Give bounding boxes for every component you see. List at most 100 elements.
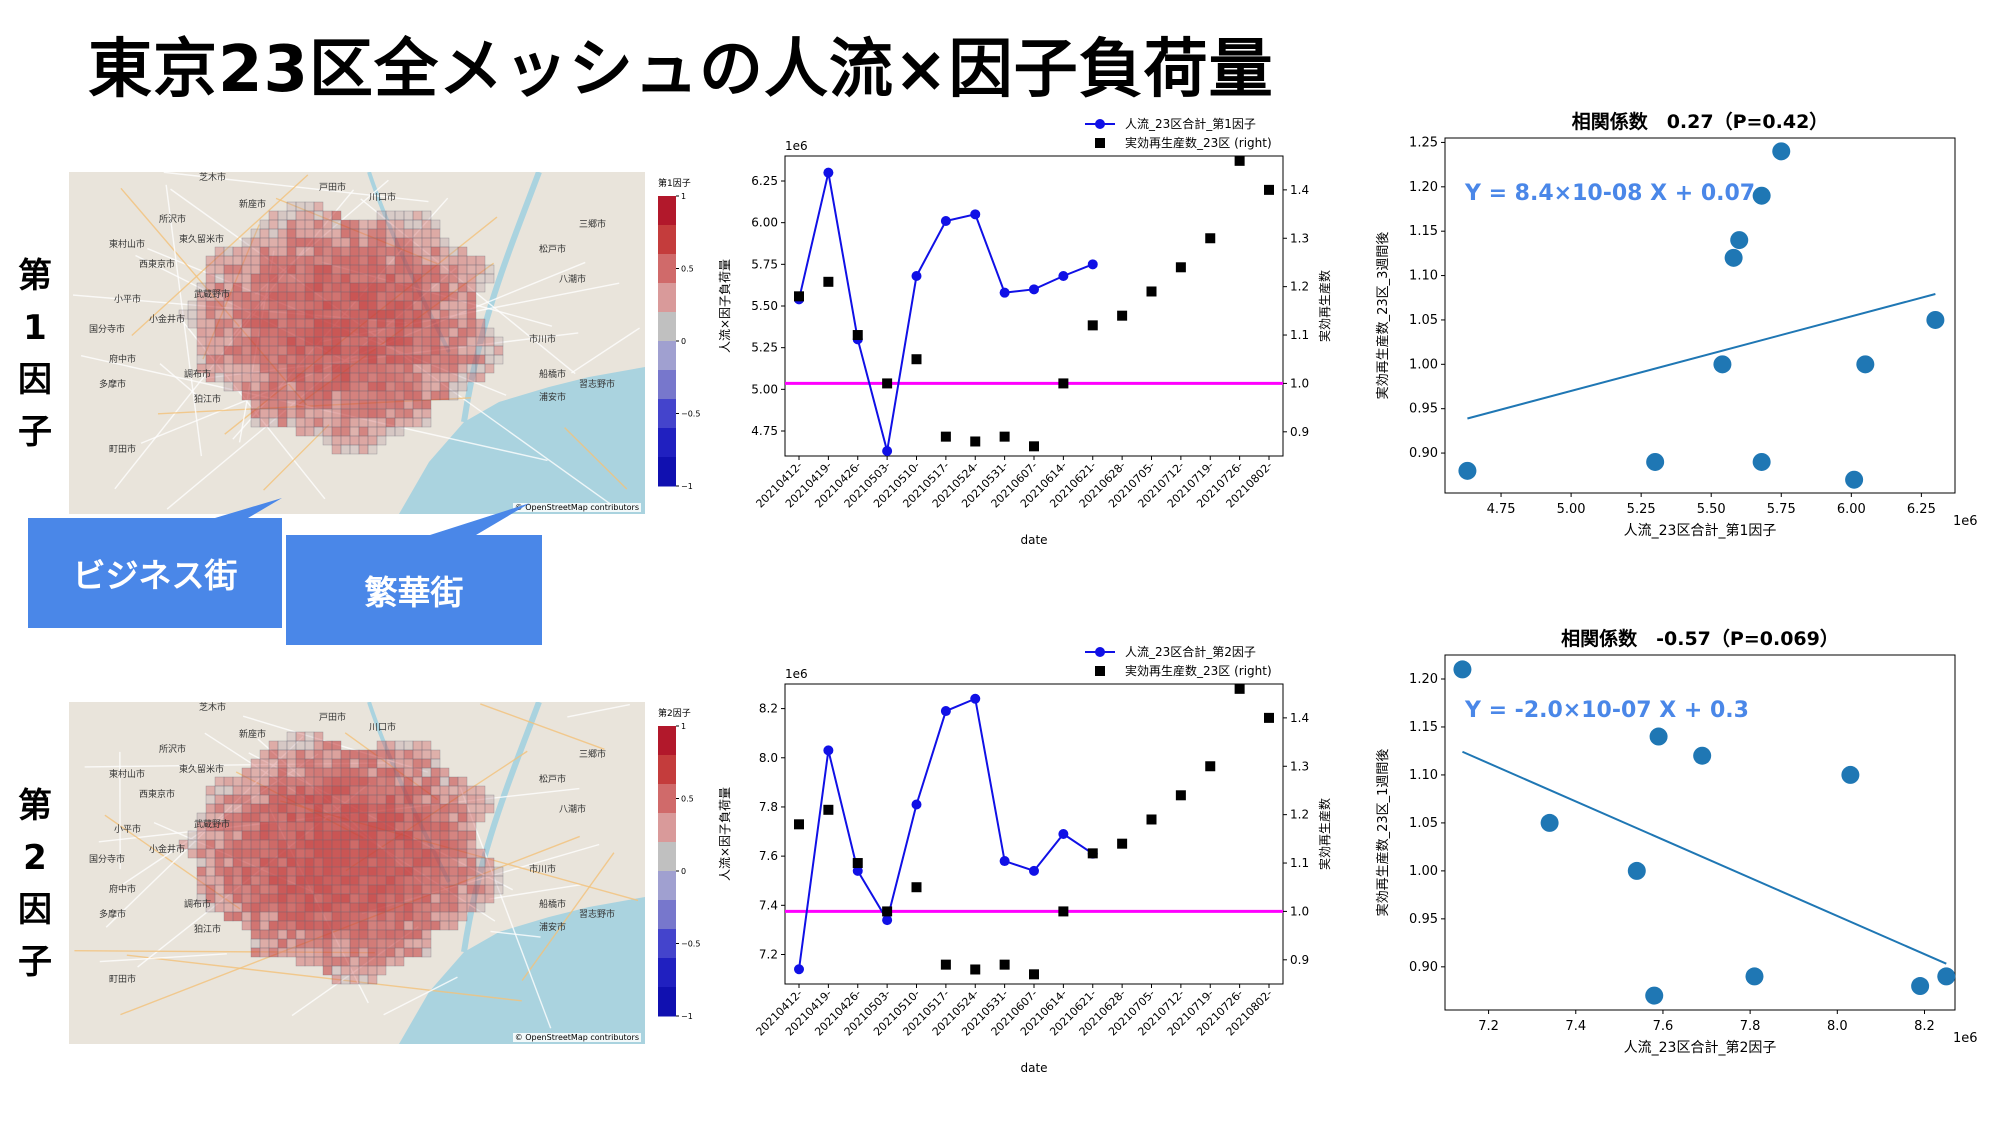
mesh-cell: [277, 929, 288, 940]
mesh-cell: [322, 803, 333, 814]
mesh-cell: [304, 857, 315, 868]
mesh-cell: [376, 767, 387, 778]
mesh-cell: [268, 758, 279, 769]
map-place-label: 東村山市: [109, 238, 145, 250]
mesh-cell: [322, 848, 333, 859]
mesh-cell: [457, 812, 468, 823]
mesh-cell: [367, 875, 378, 886]
mesh-cell: [475, 893, 486, 904]
mesh-cell: [322, 866, 333, 877]
mesh-cell: [250, 830, 261, 841]
mesh-cell: [412, 794, 423, 805]
mesh-cell: [403, 893, 414, 904]
mesh-cell: [439, 839, 450, 850]
y-tick-label: 1.05: [1409, 313, 1438, 328]
factor-1-label: 第 1 因 子: [10, 250, 60, 458]
mesh-cell: [367, 830, 378, 841]
map-place-label: 船橋市: [539, 368, 566, 380]
rt-marker: [1117, 310, 1128, 321]
mesh-cell: [196, 857, 207, 868]
factor-1-colorbar: 第1因子 1 0.5 0 −0.5 −1: [658, 178, 700, 491]
mesh-cell: [214, 803, 225, 814]
mesh-cell: [277, 749, 288, 760]
mesh-cell: [286, 776, 297, 787]
mesh-cell: [295, 758, 306, 769]
mesh-cell: [367, 839, 378, 850]
scatter-point: [1752, 186, 1771, 205]
mesh-cell: [223, 866, 234, 877]
mesh-cell: [331, 857, 342, 868]
mesh-cell: [331, 776, 342, 787]
mesh-cell: [421, 893, 432, 904]
y-tick-label: 8.2: [759, 702, 778, 716]
mesh-cell: [457, 893, 468, 904]
mesh-cell: [331, 785, 342, 796]
mesh-cell: [385, 884, 396, 895]
rt-marker: [1029, 441, 1039, 452]
mesh-cell: [367, 821, 378, 832]
x-tick-label: 4.75: [1487, 502, 1516, 517]
mesh-cell: [412, 920, 423, 931]
mesh-cell: [313, 911, 324, 922]
series-point: [1029, 865, 1039, 876]
mesh-cell: [313, 776, 324, 787]
map-place-label: 多摩市: [99, 908, 126, 920]
mesh-cell: [358, 830, 369, 841]
downtown-callout-pointer: [430, 503, 530, 535]
map-place-label: 戸田市: [319, 181, 346, 193]
mesh-cell: [457, 884, 468, 895]
mesh-cell: [457, 848, 468, 859]
mesh-cell: [268, 884, 279, 895]
mesh-cell: [340, 893, 351, 904]
mesh-cell: [349, 839, 360, 850]
map-place-label: 新座市: [239, 728, 266, 740]
mesh-cell: [259, 857, 270, 868]
mesh-cell: [376, 884, 387, 895]
mesh-cell: [250, 776, 261, 787]
mesh-cell: [385, 938, 396, 949]
mesh-cell: [412, 857, 423, 868]
mesh-cell: [223, 830, 234, 841]
x-axis-label: date: [1020, 533, 1047, 547]
mesh-cell: [214, 848, 225, 859]
mesh-cell: [394, 947, 405, 958]
mesh-cell: [241, 920, 252, 931]
mesh-cell: [214, 785, 225, 796]
mesh-cell: [394, 902, 405, 913]
mesh-cell: [331, 866, 342, 877]
mesh-cell: [394, 911, 405, 922]
y2-tick-label: 1.1: [1290, 328, 1309, 342]
colorbar-tick-label: −0.5: [681, 410, 700, 419]
mesh-cell: [295, 857, 306, 868]
mesh-cell: [367, 749, 378, 760]
mesh-cell: [349, 911, 360, 922]
mesh-cell: [286, 794, 297, 805]
rt-marker: [852, 330, 863, 341]
rt-marker: [1146, 814, 1157, 825]
mesh-cell: [358, 902, 369, 913]
mesh-cell: [250, 785, 261, 796]
mesh-cell: [295, 920, 306, 931]
mesh-cell: [394, 758, 405, 769]
mesh-cell: [376, 947, 387, 958]
callout-pointers: [215, 498, 530, 535]
mesh-cell: [277, 920, 288, 931]
mesh-cell: [448, 866, 459, 877]
mesh-cell: [331, 920, 342, 931]
factor-1-label-char: 1: [23, 308, 47, 348]
mesh-cell: [322, 875, 333, 886]
y-tick-label: 0.95: [1409, 402, 1438, 417]
mesh-cell: [223, 839, 234, 850]
mesh-cell: [349, 875, 360, 886]
mesh-cell: [259, 767, 270, 778]
mesh-cell: [385, 839, 396, 850]
mesh-cell: [403, 758, 414, 769]
mesh-cell: [322, 911, 333, 922]
mesh-cell: [430, 920, 441, 931]
mesh-cell: [259, 839, 270, 850]
mesh-cell: [475, 812, 486, 823]
mesh-cell: [313, 839, 324, 850]
mesh-cell: [367, 929, 378, 940]
mesh-cell: [439, 857, 450, 868]
mesh-cell: [349, 866, 360, 877]
